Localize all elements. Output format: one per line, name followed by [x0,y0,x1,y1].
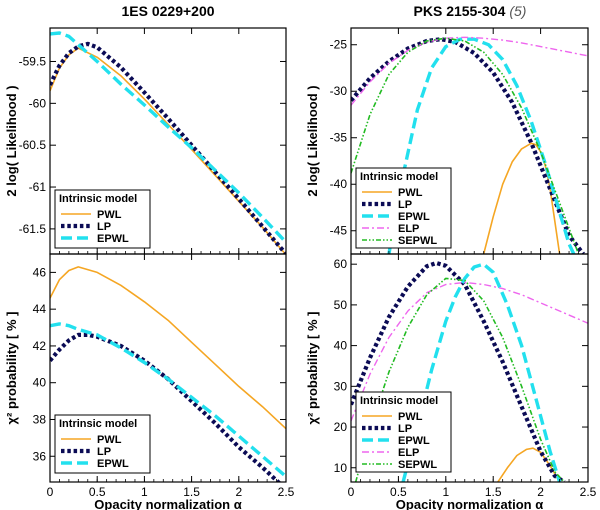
y-tick-label: 60 [334,257,348,271]
y-tick-label: -60 [29,96,47,110]
y-tick-label: -60.5 [19,138,47,152]
legend-box [355,391,452,473]
x-tick-label: 2.5 [580,485,597,499]
series-line-epwl [401,262,562,482]
y-tick-label: 50 [334,298,348,312]
legend-label-pwl: PWL [398,411,423,423]
x-tick-label: 1 [141,485,148,499]
y-axis-label: 2 log( Likelihood ) [4,85,19,196]
y-tick-label: 38 [33,412,47,426]
y-tick-label: 40 [334,339,348,353]
legend-label-pwl: PWL [97,434,122,446]
series-line-elp [351,281,588,422]
legend-label-epwl: EPWL [97,458,129,470]
x-tick-label: 1.5 [485,485,502,499]
legend-title: Intrinsic model [59,418,137,430]
x-tick-label: 0.5 [89,485,106,499]
legend-label-epwl: EPWL [398,211,430,223]
title-left: 1ES 0229+200 [121,3,214,19]
legend-label-pwl: PWL [97,209,122,221]
y-tick-label: 46 [33,265,47,279]
legend-label-lp: LP [398,199,412,211]
legend-label-pwl: PWL [398,187,423,199]
legend-label-lp: LP [97,446,111,458]
series-group [50,31,286,254]
y-tick-label: -25 [330,38,348,52]
x-tick-label: 0 [348,485,355,499]
y-tick-label: 42 [33,339,47,353]
series-line-epwl [50,31,286,244]
legend-title: Intrinsic model [360,395,438,407]
x-tick-label: 2.5 [278,485,295,499]
series-group [50,266,286,482]
panel-likelihood-pks2155: -45 -40 -35 -30 -25 2 log( Likelihood ) Intrin… [305,27,589,255]
x-tick-label: 2 [235,485,242,499]
legend-label-lp: LP [97,221,111,233]
panel-chi2-1es0229: 0 0.5 1 1.5 2 2.5 36 38 40 42 44 46 χ² probability [… [4,253,295,510]
plot-frame [350,253,589,483]
y-tick-label: -45 [330,224,348,238]
series-group [351,260,588,482]
panel-likelihood-1es0229: -61.5 -61 -60.5 -60 -59.5 2 log( Likelihood )… [4,27,287,255]
y-tick-label: 36 [33,449,47,463]
y-axis-label: χ² probability [ % ] [4,312,19,425]
series-line-elp [351,36,588,106]
series-line-epwl [50,322,286,478]
series-line-pwl [50,266,286,430]
x-tick-label: 2 [537,485,544,499]
legend-label-epwl: EPWL [97,233,129,245]
legend-box [355,167,452,249]
series-line-pwl [482,142,561,254]
legend-label-epwl: EPWL [398,435,430,447]
x-axis-label: Opacity normalization α [396,497,543,510]
series-line-epwl [387,37,576,254]
y-tick-label: -35 [330,131,348,145]
series-line-lp [50,41,286,254]
plot-frame [49,253,287,483]
series-line-sepwl [354,277,565,482]
x-axis-label: Opacity normalization α [94,497,241,510]
x-tick-label: 1.5 [183,485,200,499]
x-tick-label: 1 [442,485,449,499]
title-right-note: (5) [509,3,526,19]
legend-label-sepwl: SEPWL [398,459,437,471]
y-tick-label: 10 [334,461,348,475]
y-tick-label: 44 [33,302,47,316]
y-tick-label: -40 [330,177,348,191]
panel-chi2-pks2155: 0 0.5 1 1.5 2 2.5 10 20 30 40 50 60 χ² probability [… [305,253,597,510]
legend-title: Intrinsic model [59,193,137,205]
x-tick-label: 0 [47,485,54,499]
legend-label-sepwl: SEPWL [398,235,437,247]
y-tick-label: -61 [29,180,47,194]
x-tick-label: 0.5 [390,485,407,499]
legend-label-elp: ELP [398,447,419,459]
y-axis-label: χ² probability [ % ] [305,312,320,425]
legend-title: Intrinsic model [360,171,438,183]
y-tick-label: -61.5 [19,222,47,236]
series-line-lp [351,260,566,482]
title-right-main: PKS 2155-304 [414,3,506,19]
y-tick-label: 20 [334,420,348,434]
y-axis-label: 2 log( Likelihood ) [305,85,320,196]
legend-label-elp: ELP [398,223,419,235]
y-tick-label: -59.5 [19,54,47,68]
y-tick-label: 30 [334,379,348,393]
series-group [351,36,588,254]
legend-label-lp: LP [398,423,412,435]
y-tick-label: -30 [330,84,348,98]
y-tick-label: 40 [33,376,47,390]
series-line-sepwl [351,37,580,254]
series-line-lp [351,37,585,254]
title-right: PKS 2155-304 (5) [414,3,527,19]
